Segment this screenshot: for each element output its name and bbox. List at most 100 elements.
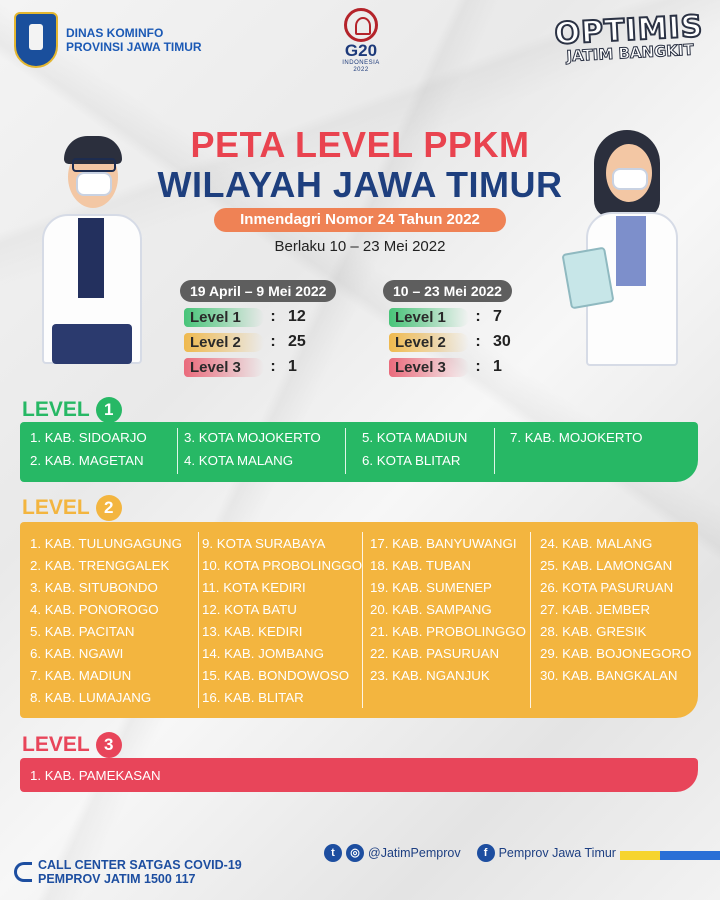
level-3-pill: Level 3 — [389, 357, 469, 377]
column-divider — [177, 428, 178, 474]
level-2-region: 27. KAB. JEMBER — [540, 602, 651, 617]
level-2-region: 28. KAB. GRESIK — [540, 624, 647, 639]
column-divider — [494, 428, 495, 474]
level-1-region: 7. KAB. MOJOKERTO — [510, 430, 643, 445]
level-2-region: 29. KAB. BOJONEGORO — [540, 646, 692, 661]
level-2-region: 25. KAB. LAMONGAN — [540, 558, 673, 573]
level-3-count: 1 — [493, 358, 502, 375]
level-2-number-badge: 2 — [95, 495, 122, 521]
level-1-region: 5. KOTA MADIUN — [362, 430, 468, 445]
level-2-region: 17. KAB. BANYUWANGI — [370, 536, 517, 551]
current-period-summary: 10 – 23 Mei 2022 Level 1 : 7 Level 2 : 3… — [383, 280, 512, 377]
level-1-number-badge: 1 — [95, 397, 122, 423]
colon: : — [475, 358, 481, 375]
level-2-region: 11. KOTA KEDIRI — [202, 580, 306, 595]
level-2-region: 10. KOTA PROBOLINGGO — [202, 558, 363, 573]
level-2-region: 9. KOTA SURABAYA — [202, 536, 326, 551]
level-2-region: 21. KAB. PROBOLINGGO — [370, 624, 526, 639]
level-2-count: 25 — [288, 333, 306, 350]
column-divider — [198, 532, 199, 708]
level-1-heading: LEVEL 1 — [22, 397, 122, 423]
column-divider — [530, 532, 531, 708]
previous-level-1-row: Level 1 : 12 — [184, 307, 336, 327]
male-doctor-illustration — [38, 128, 148, 373]
level-3-pill: Level 3 — [184, 357, 264, 377]
instagram-icon[interactable]: ◎ — [346, 844, 364, 862]
level-1-panel: 1. KAB. SIDOARJO 2. KAB. MAGETAN 3. KOTA… — [20, 422, 698, 482]
level-1-region: 3. KOTA MOJOKERTO — [184, 430, 321, 445]
level-2-region: 1. KAB. TULUNGAGUNG — [30, 536, 182, 551]
level-1-heading-text: LEVEL — [22, 398, 90, 421]
clipboard-icon — [561, 246, 615, 310]
level-2-pill: Level 2 — [184, 332, 264, 352]
female-doctor-illustration — [561, 130, 686, 375]
validity-period: Berlaku 10 – 23 Mei 2022 — [274, 238, 446, 255]
page-title-line-1: PETA LEVEL PPKM — [190, 124, 530, 165]
level-2-region: 20. KAB. SAMPANG — [370, 602, 492, 617]
social-handle[interactable]: @JatimPemprov — [368, 846, 461, 860]
level-2-pill: Level 2 — [389, 332, 469, 352]
previous-period-summary: 19 April – 9 Mei 2022 Level 1 : 12 Level… — [180, 280, 337, 377]
level-1-region: 1. KAB. SIDOARJO — [30, 430, 147, 445]
level-2-region: 19. KAB. SUMENEP — [370, 580, 492, 595]
colon: : — [475, 333, 481, 350]
decorative-stripe — [620, 851, 720, 860]
level-1-region: 6. KOTA BLITAR — [362, 453, 461, 468]
colon: : — [475, 308, 481, 325]
colon: : — [270, 308, 276, 325]
call-center-info: CALL CENTER SATGAS COVID-19 PEMPROV JATI… — [14, 858, 242, 886]
level-2-region: 23. KAB. NGANJUK — [370, 668, 490, 683]
g20-country: INDONESIA — [342, 60, 380, 66]
org-line-1: DINAS KOMINFO — [66, 26, 164, 40]
slogan-logo: OPTIMIS JATIM BANGKIT — [553, 8, 705, 66]
level-2-panel: 1. KAB. TULUNGAGUNG 2. KAB. TRENGGALEK 3. … — [20, 522, 698, 718]
level-1-pill: Level 1 — [184, 307, 264, 327]
level-2-heading-text: LEVEL — [22, 496, 90, 519]
level-2-region: 7. KAB. MADIUN — [30, 668, 132, 683]
previous-level-2-row: Level 2 : 25 — [184, 332, 336, 352]
level-1-count: 12 — [288, 308, 306, 325]
org-logo-block: DINAS KOMINFO PROVINSI JAWA TIMUR — [14, 12, 202, 68]
current-level-3-row: Level 3 : 1 — [389, 357, 512, 377]
g20-emblem-icon — [344, 8, 378, 42]
level-2-region: 22. KAB. PASURUAN — [370, 646, 500, 661]
level-2-region: 2. KAB. TRENGGALEK — [30, 558, 170, 573]
phone-icon — [14, 862, 32, 882]
level-2-count: 30 — [493, 333, 511, 350]
level-2-region: 15. KAB. BONDOWOSO — [202, 668, 350, 683]
previous-period-label: 19 April – 9 Mei 2022 — [180, 280, 337, 302]
twitter-icon[interactable]: t — [324, 844, 342, 862]
level-2-region: 14. KAB. JOMBANG — [202, 646, 324, 661]
call-center-line-1: CALL CENTER SATGAS COVID-19 — [38, 858, 242, 872]
org-name: DINAS KOMINFO PROVINSI JAWA TIMUR — [66, 26, 202, 54]
level-1-pill: Level 1 — [389, 307, 469, 327]
regulation-badge: Inmendagri Nomor 24 Tahun 2022 — [214, 208, 506, 232]
column-divider — [362, 532, 363, 708]
colon: : — [270, 333, 276, 350]
previous-level-3-row: Level 3 : 1 — [184, 357, 336, 377]
level-2-region: 5. KAB. PACITAN — [30, 624, 135, 639]
level-1-region: 2. KAB. MAGETAN — [30, 453, 144, 468]
level-2-region: 6. KAB. NGAWI — [30, 646, 124, 661]
level-2-heading: LEVEL 2 — [22, 495, 122, 521]
level-2-region: 4. KAB. PONOROGO — [30, 602, 159, 617]
level-3-heading: LEVEL 3 — [22, 732, 122, 758]
facebook-icon[interactable]: f — [476, 844, 495, 862]
page-title-line-2: WILAYAH JAWA TIMUR — [157, 164, 563, 205]
current-period-label: 10 – 23 Mei 2022 — [383, 280, 512, 302]
g20-logo: G20 INDONESIA 2022 — [336, 8, 386, 74]
level-1-count: 7 — [493, 308, 502, 325]
current-level-1-row: Level 1 : 7 — [389, 307, 512, 327]
g20-year: 2022 — [353, 67, 369, 73]
colon: : — [270, 358, 276, 375]
g20-text: G20 — [344, 41, 378, 60]
level-2-region: 13. KAB. KEDIRI — [202, 624, 303, 639]
current-level-2-row: Level 2 : 30 — [389, 332, 512, 352]
level-2-region: 18. KAB. TUBAN — [370, 558, 471, 573]
level-2-region: 8. KAB. LUMAJANG — [30, 690, 152, 705]
facebook-page-name[interactable]: Pemprov Jawa Timur — [498, 846, 616, 860]
level-2-region: 24. KAB. MALANG — [540, 536, 653, 551]
level-3-region: 1. KAB. PAMEKASAN — [30, 768, 161, 783]
level-3-heading-text: LEVEL — [22, 733, 90, 756]
call-center-line-2: PEMPROV JATIM 1500 117 — [38, 872, 196, 886]
